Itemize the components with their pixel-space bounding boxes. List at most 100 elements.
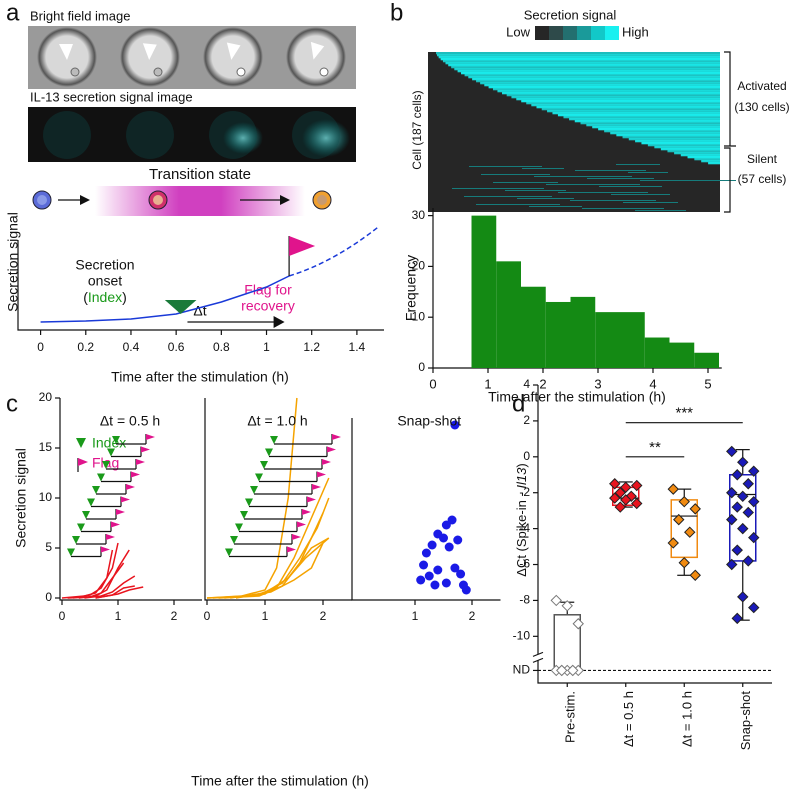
trace [84, 575, 136, 599]
x-tick-label: 2 [469, 609, 476, 623]
index-marker [230, 536, 238, 544]
x-tick-label: 0 [37, 340, 44, 354]
y-tick-label: ND [513, 663, 531, 677]
point [561, 600, 573, 612]
point [748, 465, 760, 477]
y-tick-label: 15 [39, 440, 53, 454]
y-tick-label: 5 [45, 540, 52, 554]
point [737, 456, 749, 468]
heatmap-row [469, 166, 542, 167]
index-marker [265, 448, 273, 457]
y-axis-label: Il13 [514, 467, 529, 489]
index-marker [270, 436, 278, 444]
x-tick-label: 0 [204, 609, 211, 623]
annotation: ) [122, 289, 127, 305]
panel-label: d [512, 390, 525, 417]
heatmap-row [641, 142, 720, 145]
heatmap-row [604, 130, 720, 133]
x-tick-label: 1 [262, 609, 269, 623]
heatmap-row [464, 74, 720, 77]
point [609, 492, 621, 504]
x-tick-label: 0 [59, 609, 66, 623]
heatmap-row [452, 188, 544, 189]
heatmap-row [484, 84, 720, 87]
heatmap-row [497, 90, 720, 93]
annotation: Activated [737, 79, 786, 93]
heatmap-row [701, 160, 720, 163]
axis [59, 398, 202, 601]
heatmap-row [582, 208, 664, 209]
y-tick-label: 0 [418, 360, 425, 374]
point [731, 544, 743, 556]
heatmap-row [502, 92, 720, 95]
flag [307, 496, 316, 503]
point [439, 533, 448, 543]
heatmap-row [461, 72, 720, 75]
axis [351, 418, 501, 601]
signal-speckle [43, 111, 91, 159]
axis [204, 398, 352, 601]
flag [106, 534, 115, 540]
point [419, 560, 429, 570]
cell [236, 67, 246, 77]
point [556, 664, 568, 677]
arrowhead [310, 41, 325, 60]
point [620, 494, 632, 506]
heatmap-row [534, 176, 632, 177]
heatmap-row [647, 144, 720, 147]
point [416, 575, 426, 585]
annotation: Flag for [244, 282, 292, 298]
heatmap-row [529, 206, 582, 207]
point [450, 420, 460, 430]
flag [312, 484, 321, 490]
heatmap-row [654, 146, 720, 149]
point [726, 487, 738, 499]
index-marker [235, 523, 243, 532]
heatmap-row [610, 132, 720, 135]
legend-index [76, 438, 86, 448]
x-tick-label: 5 [704, 376, 711, 391]
heatmap-row [541, 108, 720, 111]
point [689, 569, 701, 581]
point [726, 513, 738, 526]
x-tick-label: Snap-shot [738, 691, 753, 751]
heatmap-row [546, 184, 640, 185]
heatmap-row [481, 174, 550, 175]
flag [116, 509, 125, 515]
index-marker [67, 548, 75, 557]
point [461, 585, 471, 595]
annotation: (Index) [83, 289, 127, 305]
heatmap-row [536, 106, 720, 109]
heatmap-row [522, 168, 564, 169]
y-axis-label: Cell (187 cells) [410, 90, 424, 169]
heatmap-row [616, 134, 720, 137]
bar [644, 337, 670, 368]
annotation: Index [88, 289, 122, 305]
arrowhead [80, 195, 90, 205]
point [424, 571, 434, 581]
colorbar-title: Secretion signal [524, 7, 617, 22]
y-tick-label: 10 [39, 490, 53, 504]
x-tick-label: Δt = 0.5 h [621, 691, 636, 747]
point [726, 558, 738, 571]
heatmap-row [586, 124, 720, 127]
annotation: onset [88, 273, 122, 289]
point [737, 522, 749, 535]
bar [595, 312, 620, 368]
heatmap-row [521, 100, 720, 103]
heatmap-row [476, 204, 560, 205]
y-axis-label: ) [514, 463, 529, 467]
heatmap-row [468, 76, 720, 79]
legend-flag [78, 458, 88, 466]
index-marker [87, 498, 95, 507]
index-marker [92, 486, 100, 494]
index-marker [240, 511, 248, 519]
image-caption: IL-13 secretion signal image [30, 89, 193, 104]
flag [131, 471, 140, 478]
flag [332, 434, 341, 440]
bar [620, 312, 645, 368]
y-tick-label: 2 [523, 413, 530, 427]
index-marker [260, 461, 268, 469]
point [614, 487, 626, 499]
flag [101, 546, 110, 553]
